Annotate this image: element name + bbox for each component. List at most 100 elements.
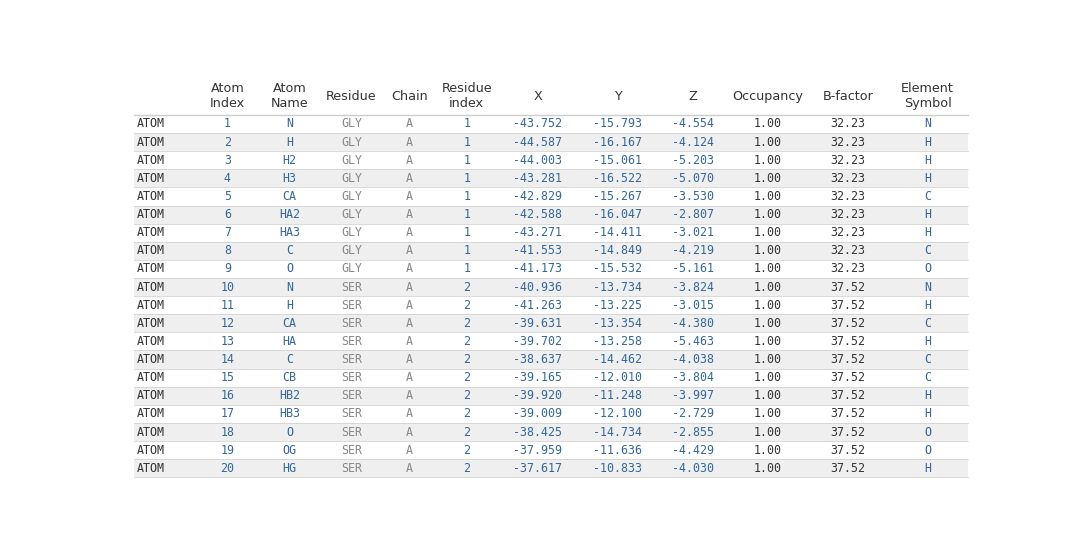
Text: -3.824: -3.824 bbox=[672, 281, 714, 294]
Text: 1: 1 bbox=[463, 245, 470, 258]
Text: 1: 1 bbox=[463, 172, 470, 185]
Text: X: X bbox=[533, 90, 542, 103]
Text: HG: HG bbox=[283, 462, 297, 475]
Text: A: A bbox=[405, 426, 413, 439]
Text: 1.00: 1.00 bbox=[754, 426, 783, 439]
Bar bbox=[134, 314, 968, 332]
Text: 1.00: 1.00 bbox=[754, 299, 783, 312]
Bar bbox=[134, 423, 968, 441]
Text: -5.161: -5.161 bbox=[672, 262, 714, 275]
Text: -14.734: -14.734 bbox=[593, 426, 642, 439]
Bar bbox=[134, 115, 968, 133]
Text: -15.061: -15.061 bbox=[593, 154, 642, 167]
Text: -16.167: -16.167 bbox=[593, 136, 642, 149]
Text: H: H bbox=[924, 172, 931, 185]
Text: 11: 11 bbox=[220, 299, 234, 312]
Text: ATOM: ATOM bbox=[137, 462, 166, 475]
Text: ATOM: ATOM bbox=[137, 281, 166, 294]
Text: A: A bbox=[405, 172, 413, 185]
Text: SER: SER bbox=[341, 353, 362, 366]
Text: 32.23: 32.23 bbox=[830, 154, 865, 167]
Text: O: O bbox=[924, 444, 931, 457]
Text: 32.23: 32.23 bbox=[830, 117, 865, 130]
Text: GLY: GLY bbox=[341, 172, 362, 185]
Text: A: A bbox=[405, 407, 413, 420]
Text: A: A bbox=[405, 262, 413, 275]
Text: 37.52: 37.52 bbox=[830, 353, 865, 366]
Text: N: N bbox=[286, 281, 293, 294]
Text: -11.248: -11.248 bbox=[593, 390, 642, 403]
Text: 1.00: 1.00 bbox=[754, 371, 783, 384]
Text: ATOM: ATOM bbox=[137, 226, 166, 239]
Text: N: N bbox=[924, 281, 931, 294]
Text: O: O bbox=[924, 426, 931, 439]
Text: ATOM: ATOM bbox=[137, 407, 166, 420]
Text: -11.636: -11.636 bbox=[593, 444, 642, 457]
Text: 18: 18 bbox=[220, 426, 234, 439]
Text: H: H bbox=[286, 299, 293, 312]
Text: H: H bbox=[924, 299, 931, 312]
Text: B-factor: B-factor bbox=[822, 90, 873, 103]
Text: Chain: Chain bbox=[390, 90, 428, 103]
Text: ATOM: ATOM bbox=[137, 262, 166, 275]
Text: SER: SER bbox=[341, 371, 362, 384]
Text: 1.00: 1.00 bbox=[754, 190, 783, 203]
Text: H: H bbox=[924, 226, 931, 239]
Text: -4.429: -4.429 bbox=[672, 444, 714, 457]
Text: SER: SER bbox=[341, 390, 362, 403]
Text: OG: OG bbox=[283, 444, 297, 457]
Text: 20: 20 bbox=[220, 462, 234, 475]
Text: -3.021: -3.021 bbox=[672, 226, 714, 239]
Text: GLY: GLY bbox=[341, 262, 362, 275]
Text: 32.23: 32.23 bbox=[830, 262, 865, 275]
Text: SER: SER bbox=[341, 281, 362, 294]
Text: ATOM: ATOM bbox=[137, 172, 166, 185]
Text: 16: 16 bbox=[220, 390, 234, 403]
Text: H: H bbox=[924, 136, 931, 149]
Text: -42.588: -42.588 bbox=[513, 208, 562, 221]
Bar bbox=[134, 441, 968, 459]
Text: -43.752: -43.752 bbox=[513, 117, 562, 130]
Text: ATOM: ATOM bbox=[137, 353, 166, 366]
Text: -3.015: -3.015 bbox=[672, 299, 714, 312]
Text: -38.425: -38.425 bbox=[513, 426, 562, 439]
Text: ATOM: ATOM bbox=[137, 371, 166, 384]
Text: SER: SER bbox=[341, 407, 362, 420]
Text: 32.23: 32.23 bbox=[830, 190, 865, 203]
Text: -4.124: -4.124 bbox=[672, 136, 714, 149]
Text: SER: SER bbox=[341, 335, 362, 348]
Text: C: C bbox=[924, 317, 931, 330]
Bar bbox=[134, 260, 968, 278]
Text: O: O bbox=[924, 262, 931, 275]
Text: SER: SER bbox=[341, 426, 362, 439]
Text: H: H bbox=[924, 154, 931, 167]
Text: -4.380: -4.380 bbox=[672, 317, 714, 330]
Bar bbox=[134, 459, 968, 477]
Text: 1.00: 1.00 bbox=[754, 317, 783, 330]
Text: -38.637: -38.637 bbox=[513, 353, 562, 366]
Text: SER: SER bbox=[341, 299, 362, 312]
Text: -12.100: -12.100 bbox=[593, 407, 642, 420]
Text: C: C bbox=[924, 190, 931, 203]
Text: Residue: Residue bbox=[326, 90, 377, 103]
Text: 5: 5 bbox=[224, 190, 231, 203]
Text: GLY: GLY bbox=[341, 117, 362, 130]
Text: H: H bbox=[286, 136, 293, 149]
Text: ATOM: ATOM bbox=[137, 245, 166, 258]
Text: 2: 2 bbox=[463, 371, 470, 384]
Text: Atom
Index: Atom Index bbox=[210, 82, 245, 110]
Text: Occupancy: Occupancy bbox=[733, 90, 803, 103]
Text: -13.225: -13.225 bbox=[593, 299, 642, 312]
Text: -4.038: -4.038 bbox=[672, 353, 714, 366]
Text: A: A bbox=[405, 371, 413, 384]
Text: 1.00: 1.00 bbox=[754, 208, 783, 221]
Text: 2: 2 bbox=[463, 281, 470, 294]
Text: H2: H2 bbox=[283, 154, 297, 167]
Text: 6: 6 bbox=[224, 208, 231, 221]
Text: -39.702: -39.702 bbox=[513, 335, 562, 348]
Text: 3: 3 bbox=[224, 154, 231, 167]
Bar bbox=[134, 387, 968, 405]
Text: 1.00: 1.00 bbox=[754, 462, 783, 475]
Text: 1: 1 bbox=[224, 117, 231, 130]
Text: CB: CB bbox=[283, 371, 297, 384]
